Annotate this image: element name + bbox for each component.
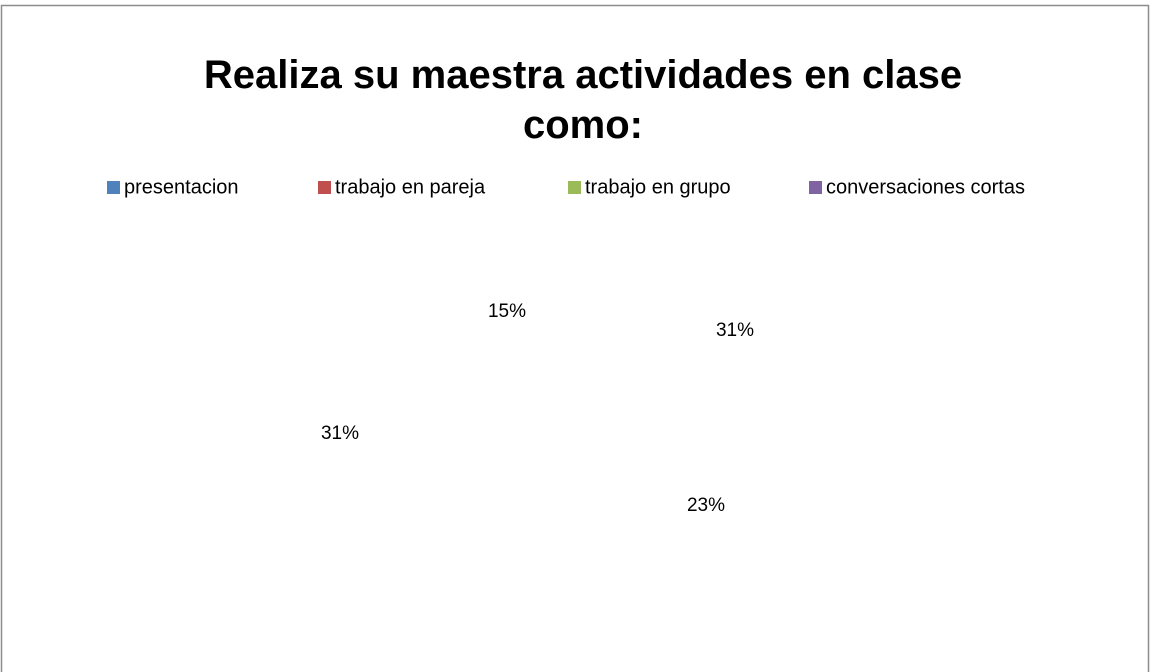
legend-label: trabajo en grupo: [585, 176, 731, 198]
pie-slice: [384, 230, 530, 410]
pie-slice: [530, 230, 710, 477]
legend-swatch: [107, 181, 120, 194]
legend-swatch: [318, 181, 331, 194]
pie-slice: [485, 410, 698, 590]
legend-swatch: [809, 181, 822, 194]
data-label: 15%: [488, 301, 526, 322]
legend-label: conversaciones cortas: [826, 176, 1025, 198]
chart-border: [0, 4, 1150, 672]
data-label: 31%: [321, 423, 359, 444]
legend-label: presentacion: [124, 176, 239, 198]
legend-swatch: [568, 181, 581, 194]
data-label: 23%: [687, 495, 725, 516]
data-label: 31%: [716, 320, 754, 341]
chart-title: Realiza su maestra actividades en clase c…: [204, 53, 962, 147]
pie-slice: [350, 304, 530, 585]
legend-label: trabajo en pareja: [335, 176, 486, 198]
